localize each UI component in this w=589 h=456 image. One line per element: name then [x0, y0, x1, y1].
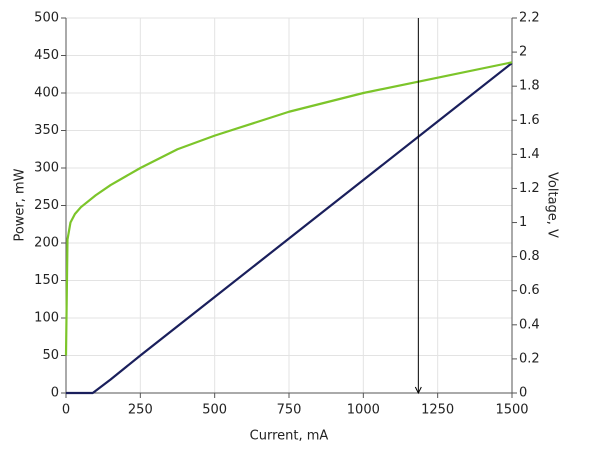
y-tick-label: 350 [34, 123, 59, 138]
x-axis-label: Current, mA [250, 429, 329, 444]
line [64, 61, 513, 356]
x-tick-label: 1500 [495, 403, 528, 418]
y-tick-label: 400 [34, 86, 59, 101]
line [66, 62, 513, 395]
y-tick-label: 250 [34, 198, 59, 213]
y-tick-label: 500 [34, 11, 59, 26]
y2-axis-label: Voltage, V [545, 172, 560, 238]
y-tick-label: 50 [42, 348, 59, 363]
y-axis-label: Power, mW [13, 168, 28, 241]
cursor-arrow [414, 386, 422, 395]
x-tick-label: 750 [277, 403, 302, 418]
x-tick-label: 1000 [347, 403, 380, 418]
y-tick-label: 0 [51, 386, 59, 401]
x-tick-label: 1250 [421, 403, 454, 418]
y2-tick-label: 2.2 [519, 11, 540, 26]
y-tick-label: 150 [34, 273, 59, 288]
y2-tick-label: 1 [519, 215, 527, 230]
x-tick-label: 500 [202, 403, 227, 418]
x-tick-label: 0 [62, 403, 70, 418]
y2-tick-label: 1.8 [519, 79, 540, 94]
y-tick-label: 100 [34, 311, 59, 326]
y2-tick-label: 1.2 [519, 181, 540, 196]
y2-tick-label: 0.4 [519, 317, 540, 332]
x-tick-label: 250 [128, 403, 153, 418]
y2-tick-label: 1.6 [519, 113, 540, 128]
y-tick-label: 450 [34, 48, 59, 63]
y-tick-label: 300 [34, 161, 59, 176]
y2-tick-label: 0.8 [519, 249, 540, 264]
y2-tick-label: 1.4 [519, 147, 540, 162]
y2-tick-label: 0.6 [519, 283, 540, 298]
y2-tick-label: 2 [519, 45, 527, 60]
y2-tick-label: 0 [519, 386, 527, 401]
y-tick-label: 200 [34, 236, 59, 251]
y2-tick-label: 0.2 [519, 351, 540, 366]
